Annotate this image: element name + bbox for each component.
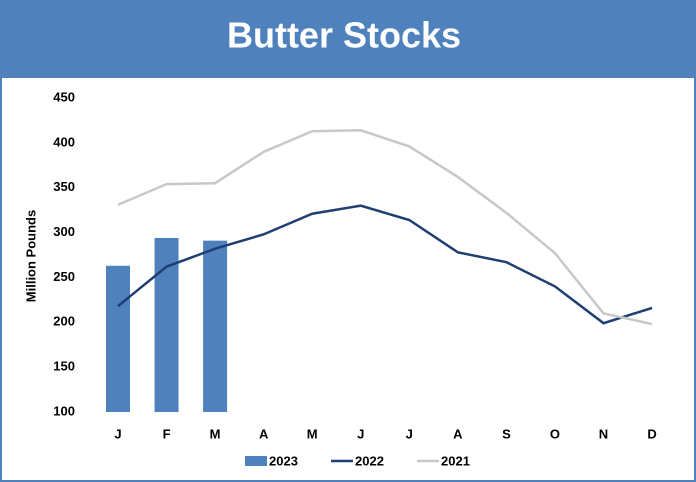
x-tick-label: A	[453, 426, 463, 441]
x-tick-label: A	[259, 426, 269, 441]
chart-title: Butter Stocks	[227, 15, 461, 56]
bar	[106, 265, 130, 412]
y-tick-label: 250	[53, 269, 75, 284]
x-tick-label: D	[647, 426, 656, 441]
x-tick-label: J	[114, 426, 121, 441]
x-tick-label: N	[599, 426, 608, 441]
x-tick-label: J	[357, 426, 364, 441]
x-tick-label: M	[307, 426, 318, 441]
legend-label: 2023	[269, 453, 298, 468]
y-tick-label: 350	[53, 179, 75, 194]
y-tick-label: 300	[53, 224, 75, 239]
header	[0, 0, 696, 78]
y-tick-label: 150	[53, 359, 75, 374]
y-tick-label: 400	[53, 134, 75, 149]
line	[117, 204, 653, 325]
bar	[203, 240, 228, 412]
legend-swatch	[245, 456, 267, 466]
legend-label: 2021	[441, 453, 470, 468]
x-tick-label: M	[210, 426, 221, 441]
y-tick-label: 200	[53, 314, 75, 329]
y-axis-label: Million Pounds	[23, 210, 38, 302]
x-tick-label: J	[406, 426, 413, 441]
y-tick-label: 450	[53, 89, 75, 104]
legend-label: 2022	[355, 453, 384, 468]
x-tick-label: O	[550, 426, 560, 441]
x-tick-label: S	[502, 426, 511, 441]
line	[117, 129, 653, 326]
x-tick-label: F	[163, 426, 171, 441]
y-tick-label: 100	[53, 403, 75, 418]
